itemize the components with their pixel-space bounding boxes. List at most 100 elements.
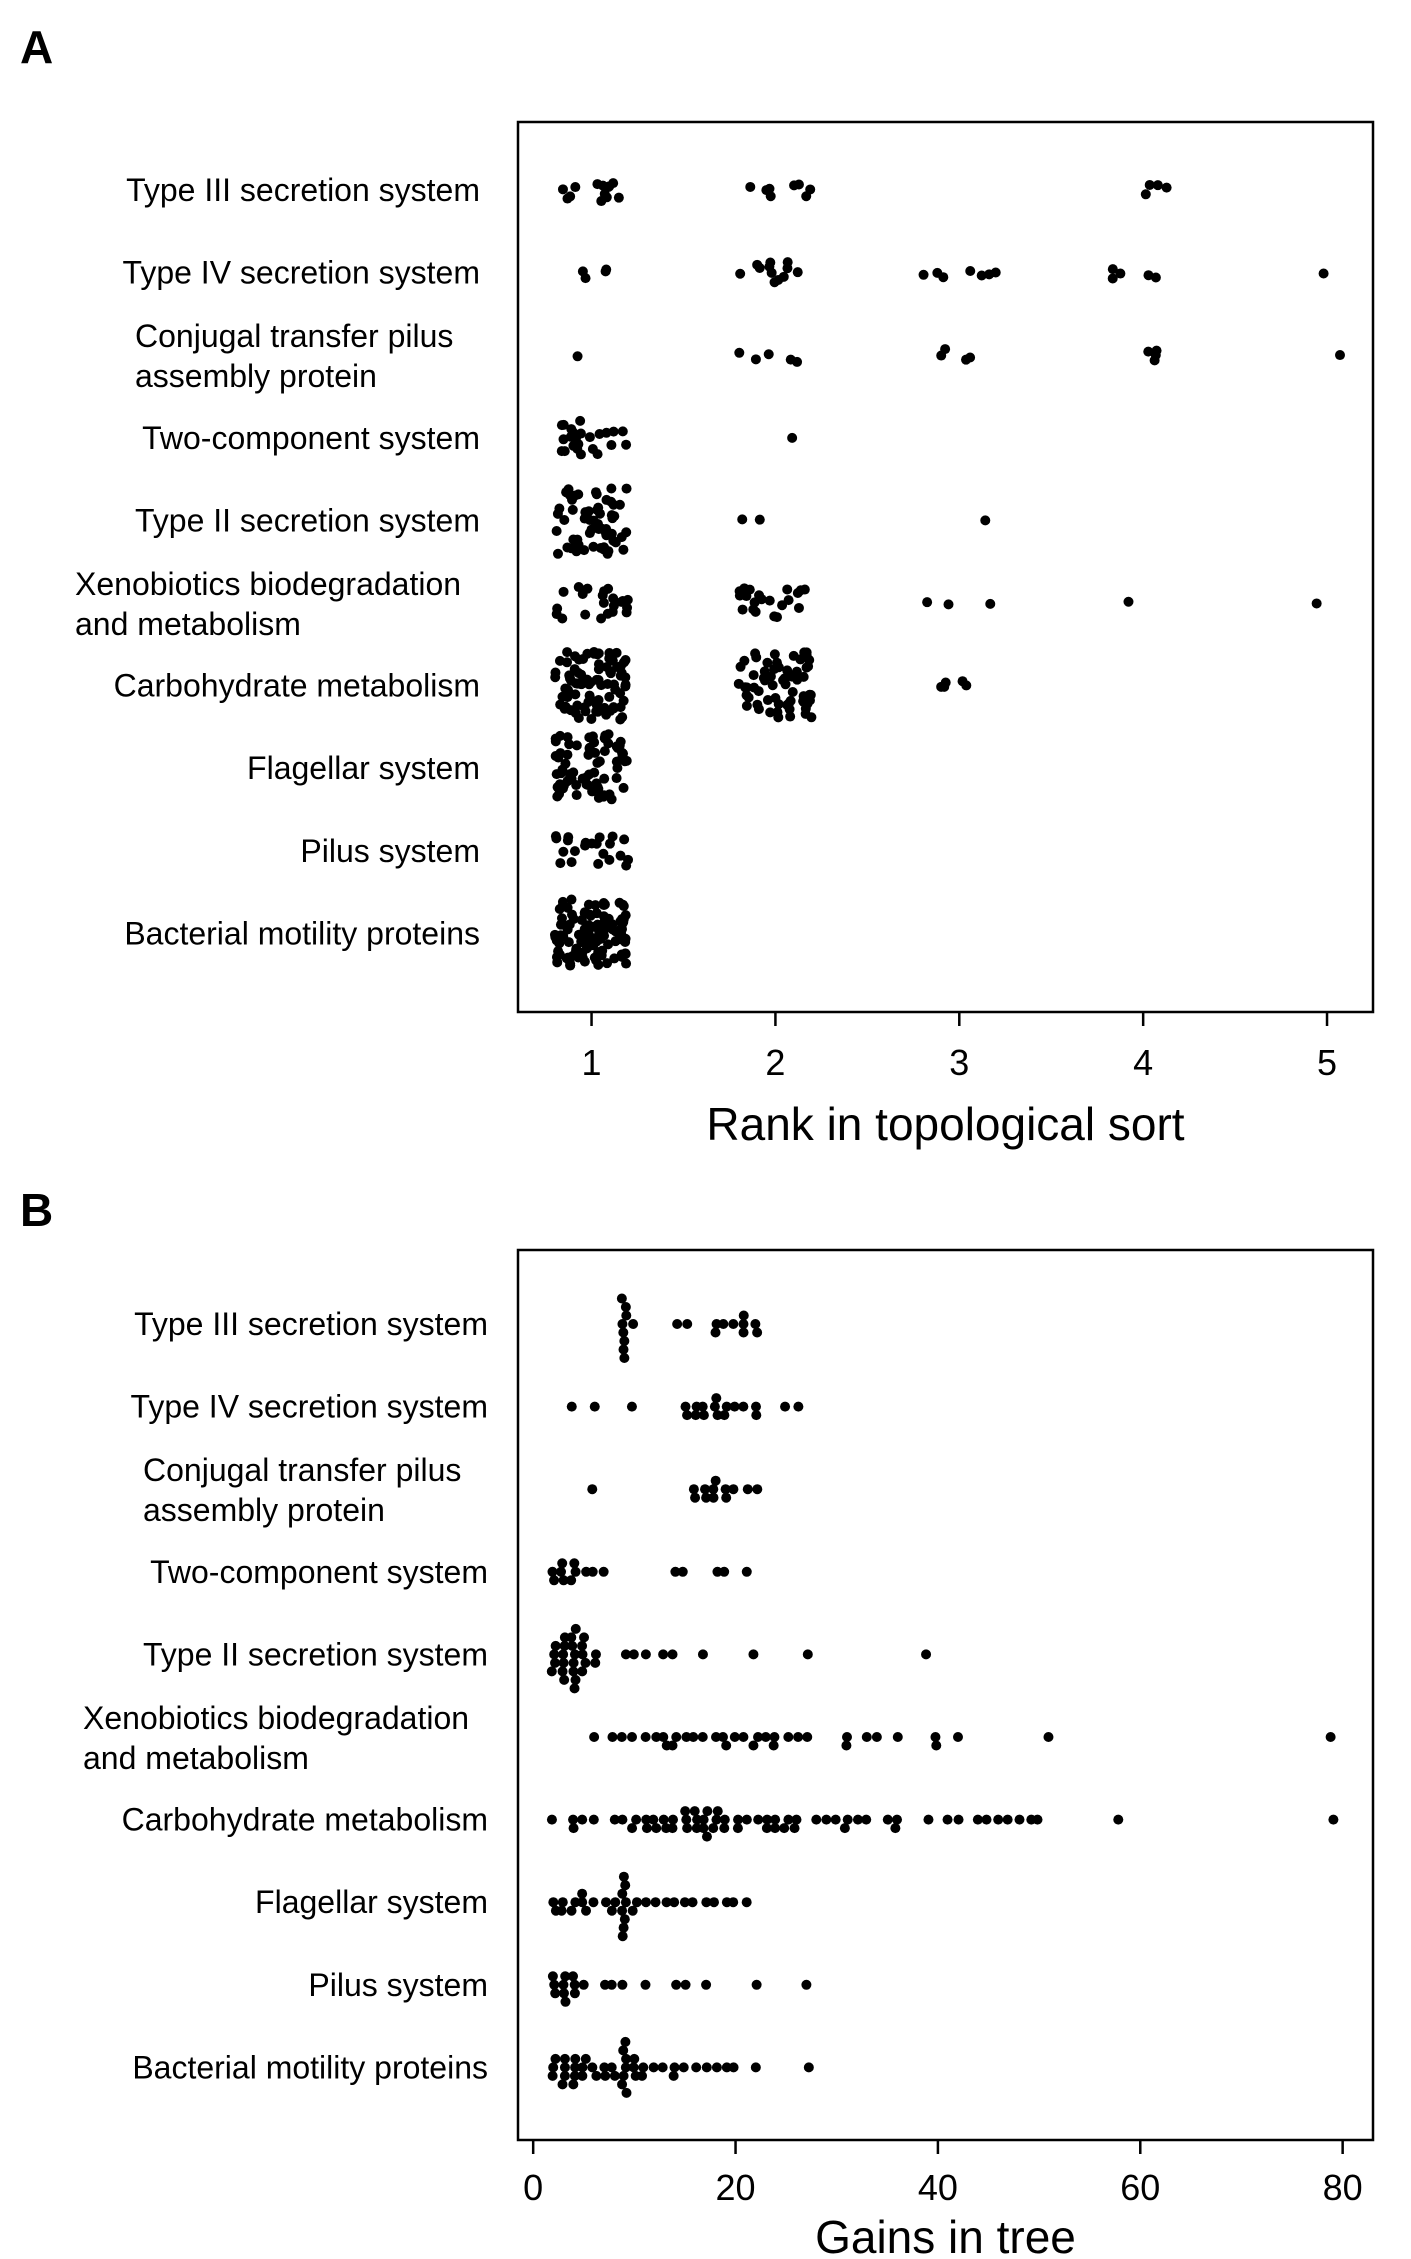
data-point [990, 267, 1001, 278]
data-point [752, 1327, 763, 1338]
data-point [596, 613, 607, 624]
data-point [550, 831, 561, 842]
data-point [717, 1732, 728, 1742]
data-point [568, 1823, 579, 1834]
data-point [738, 1319, 749, 1329]
data-point [708, 1484, 719, 1495]
data-point [981, 1814, 992, 1825]
data-point [567, 504, 578, 515]
data-point [641, 1814, 652, 1825]
data-point [558, 1575, 569, 1586]
data-point [976, 270, 987, 281]
data-point [783, 595, 794, 606]
data-point [936, 350, 947, 361]
data-point [735, 661, 746, 672]
panel-a-x-axis-title: Rank in topological sort [706, 1098, 1184, 1150]
data-point [594, 925, 605, 936]
data-point [1043, 1732, 1054, 1742]
data-point [1335, 350, 1346, 361]
data-point [760, 1732, 771, 1742]
data-point [603, 939, 614, 950]
data-point [593, 674, 604, 685]
data-point [615, 714, 626, 725]
data-point [980, 515, 991, 526]
data-point [608, 593, 619, 604]
data-point [882, 1814, 893, 1825]
data-point [577, 1897, 588, 1908]
data-point [618, 1922, 629, 1933]
panel-b-plot-frame [516, 1248, 1375, 2142]
data-point [589, 1732, 600, 1742]
data-point [578, 1979, 589, 1990]
data-point [1151, 345, 1162, 356]
data-point [640, 1649, 651, 1660]
data-point [918, 269, 929, 280]
data-point [628, 1649, 639, 1660]
data-point [554, 503, 565, 514]
data-point [571, 740, 582, 751]
data-point [580, 2053, 591, 2064]
data-point [620, 2036, 631, 2047]
data-point [631, 1897, 642, 1908]
data-point [779, 1823, 790, 1834]
data-point [861, 1814, 872, 1825]
data-point [669, 1897, 680, 1908]
data-point [615, 688, 626, 699]
data-point [569, 1988, 580, 1999]
data-point [782, 584, 793, 595]
data-point [793, 1732, 804, 1742]
data-point [700, 1484, 711, 1495]
panel-b-category-label: Bacterial motility proteins [132, 2049, 488, 2085]
data-point [750, 1401, 761, 1412]
data-point [547, 1971, 558, 1982]
panel-b-category-label: Type III secretion system [134, 1306, 488, 1342]
data-point [1123, 596, 1134, 607]
data-point [569, 1683, 580, 1694]
data-point [751, 1979, 762, 1990]
data-point [600, 730, 611, 741]
data-point [741, 700, 752, 711]
data-point [621, 527, 632, 538]
panel-a-category-label: Pilus system [300, 833, 480, 869]
data-point [558, 586, 569, 597]
data-point [600, 1897, 611, 1908]
data-point [570, 2053, 581, 2064]
data-point [599, 773, 610, 784]
data-point [1143, 270, 1154, 281]
panel-b-plot: 0 20 40 60 80 Gains in tree Type III secretion… [83, 1248, 1375, 2259]
data-point [690, 1410, 701, 1421]
data-point [711, 1814, 722, 1825]
data-point [952, 1732, 963, 1742]
data-point [558, 1649, 569, 1660]
panel-b-category-label: Type II secretion system [143, 1636, 488, 1672]
data-point [620, 1880, 631, 1891]
data-point [558, 780, 569, 791]
panel-a-series-points [557, 178, 1172, 207]
data-point [602, 958, 613, 969]
data-point [719, 1566, 730, 1577]
data-point [590, 648, 601, 659]
data-point [617, 596, 628, 607]
data-point [546, 1666, 557, 1677]
data-point [637, 2070, 648, 2081]
data-point [577, 1640, 588, 1651]
panel-a-x-tick-label: 4 [1133, 1042, 1153, 1083]
data-point [1311, 598, 1322, 609]
data-point [617, 1319, 628, 1329]
data-point [587, 2062, 598, 2073]
data-point [938, 272, 949, 283]
data-point [737, 514, 748, 525]
data-point [621, 439, 632, 450]
data-point [892, 1814, 903, 1825]
data-point [702, 1806, 713, 1817]
data-point [552, 548, 563, 559]
data-point [562, 924, 573, 935]
data-point [620, 1302, 631, 1312]
data-point [620, 933, 631, 944]
data-point [579, 924, 590, 935]
data-point [558, 846, 569, 857]
data-point [592, 179, 603, 190]
data-point [965, 266, 976, 277]
data-point [679, 1897, 690, 1908]
data-point [793, 602, 804, 613]
